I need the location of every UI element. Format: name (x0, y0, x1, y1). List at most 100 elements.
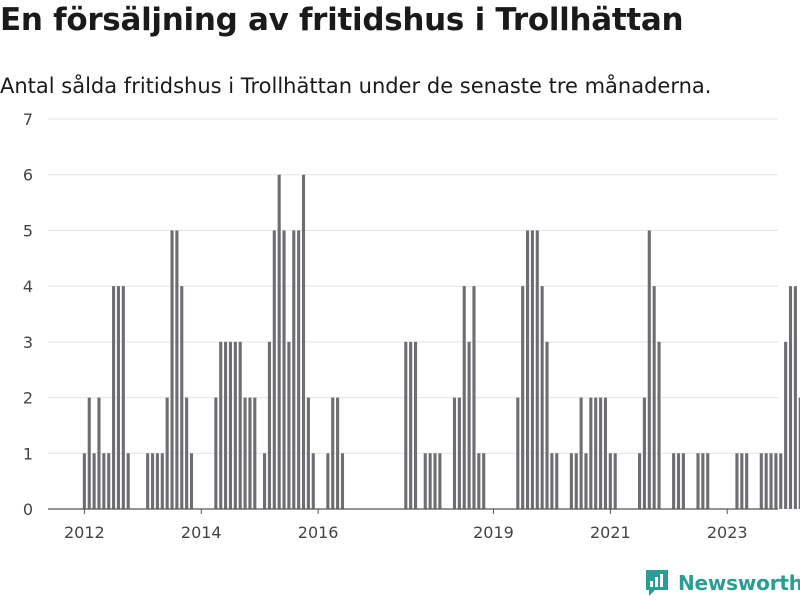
bar (706, 453, 710, 509)
bar (82, 453, 86, 509)
bar (599, 397, 603, 509)
bar (647, 230, 651, 509)
bar (248, 397, 252, 509)
bar (263, 453, 267, 509)
bar (282, 230, 286, 509)
bar (413, 341, 418, 509)
y-tick-label: 3 (23, 333, 33, 352)
bar (569, 453, 573, 509)
bar (764, 453, 768, 509)
bar (336, 397, 340, 509)
bar (555, 453, 559, 509)
y-tick-label: 1 (23, 444, 33, 463)
bar (472, 286, 476, 509)
bar (638, 453, 642, 509)
bar (311, 453, 315, 509)
chart-title: En försäljning av fritidshus i Trollhätt… (0, 2, 684, 38)
bar (793, 286, 797, 509)
newsworthy-logo-icon (646, 570, 668, 596)
bar (433, 453, 437, 509)
bar (784, 341, 788, 509)
bar (155, 453, 159, 509)
bar (126, 453, 130, 509)
bar (574, 453, 578, 509)
bar (676, 453, 681, 509)
x-tick-label: 2019 (473, 523, 514, 542)
bar (521, 286, 525, 509)
bar (253, 397, 257, 509)
bar (292, 230, 296, 509)
bar (243, 397, 247, 509)
bar (589, 397, 593, 509)
bar (238, 341, 242, 509)
x-tick-label: 2023 (707, 523, 748, 542)
bar (798, 397, 800, 509)
x-tick-label: 2012 (64, 523, 105, 542)
bar (769, 453, 773, 509)
bar (516, 397, 520, 509)
bar (92, 453, 96, 509)
y-tick-label: 0 (23, 500, 33, 519)
bar (740, 453, 744, 509)
bar (535, 230, 539, 509)
bar (735, 453, 739, 509)
bar (696, 453, 700, 509)
bar (540, 286, 544, 509)
bar (170, 230, 174, 509)
bar (608, 453, 612, 509)
y-tick-label: 7 (23, 110, 33, 129)
bar (116, 286, 121, 509)
bar (224, 341, 228, 509)
bar (146, 453, 150, 509)
bar (214, 397, 218, 509)
chart-subtitle: Antal sålda fritidshus i Trollhättan und… (0, 74, 712, 98)
bar (306, 397, 310, 509)
bar (701, 453, 705, 509)
bar (112, 286, 116, 509)
bar (428, 453, 432, 509)
bar (219, 341, 223, 509)
bar (550, 453, 554, 509)
bar (530, 230, 534, 509)
bar (287, 341, 291, 509)
bar (165, 397, 169, 509)
bar (779, 453, 783, 509)
bar (467, 341, 471, 509)
bar-chart: 0123456712012201420162019202120232025 (23, 110, 800, 542)
bar (657, 341, 661, 509)
bar (788, 286, 793, 509)
bar (457, 397, 461, 509)
bar (613, 453, 617, 509)
bar (584, 453, 588, 509)
x-tick-label: 2016 (298, 523, 339, 542)
bar (180, 286, 184, 509)
bar (297, 230, 301, 509)
y-tick-label: 2 (23, 389, 33, 408)
bar (228, 341, 233, 509)
bar (301, 174, 306, 509)
y-tick-label: 5 (23, 221, 33, 240)
bar (151, 453, 155, 509)
bar (267, 341, 271, 509)
bar (759, 453, 763, 509)
bar (97, 397, 101, 509)
bar (545, 341, 549, 509)
bar (340, 453, 345, 509)
newsworthy-logo: Newsworthy (644, 569, 800, 597)
bar (189, 453, 194, 509)
bar (102, 453, 106, 509)
bar (121, 286, 125, 509)
bar (277, 174, 281, 509)
bar (409, 341, 413, 509)
bar (594, 397, 598, 509)
bar (603, 397, 608, 509)
y-tick-label: 4 (23, 277, 33, 296)
x-tick-label: 2014 (181, 523, 222, 542)
bar (681, 453, 685, 509)
bar (462, 286, 466, 509)
bar (107, 453, 111, 509)
bar (579, 397, 583, 509)
bar (272, 230, 276, 509)
bar (326, 453, 330, 509)
bar (423, 453, 427, 509)
